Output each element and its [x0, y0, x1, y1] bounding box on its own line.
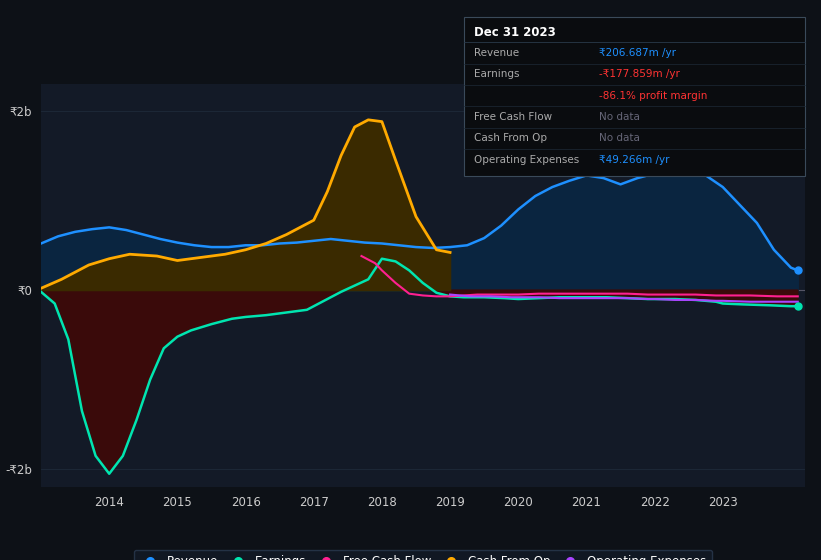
Text: -₹177.859m /yr: -₹177.859m /yr	[599, 69, 681, 80]
Text: Earnings: Earnings	[474, 69, 519, 80]
Text: Free Cash Flow: Free Cash Flow	[474, 112, 552, 122]
Text: ₹206.687m /yr: ₹206.687m /yr	[599, 48, 677, 58]
Text: -86.1% profit margin: -86.1% profit margin	[599, 91, 708, 101]
Text: No data: No data	[599, 133, 640, 143]
Text: Cash From Op: Cash From Op	[474, 133, 547, 143]
Text: Operating Expenses: Operating Expenses	[474, 155, 579, 165]
Legend: Revenue, Earnings, Free Cash Flow, Cash From Op, Operating Expenses: Revenue, Earnings, Free Cash Flow, Cash …	[134, 549, 712, 560]
Text: Revenue: Revenue	[474, 48, 519, 58]
Text: No data: No data	[599, 112, 640, 122]
Text: Dec 31 2023: Dec 31 2023	[474, 26, 556, 39]
Text: ₹49.266m /yr: ₹49.266m /yr	[599, 155, 670, 165]
